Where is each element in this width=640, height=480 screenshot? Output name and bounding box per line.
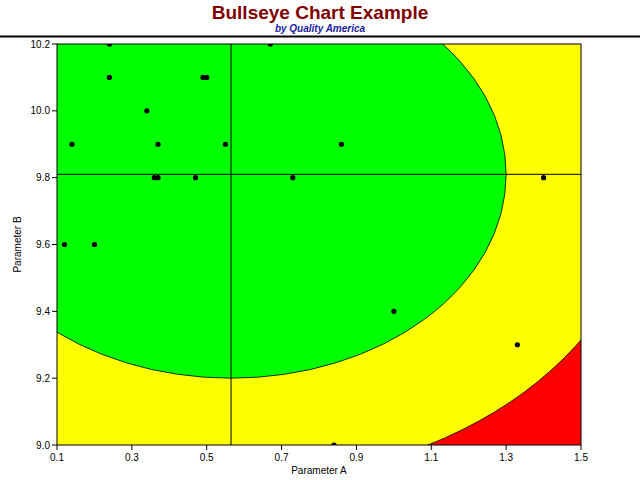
point-circle <box>92 242 97 247</box>
zone-ellipse <box>57 44 581 445</box>
x-tick-label: 0.1 <box>50 452 64 463</box>
x-tick <box>356 445 357 450</box>
x-tick-label: 0.9 <box>349 452 363 463</box>
point-circle <box>155 142 160 147</box>
point-circle <box>204 75 209 80</box>
x-tick <box>281 445 282 450</box>
y-tick-label: 9.8 <box>36 172 50 183</box>
point-circle <box>290 175 295 180</box>
x-tick-label: 0.3 <box>125 452 139 463</box>
point-circle <box>223 142 228 147</box>
subtitle: by Quality America <box>275 23 366 34</box>
y-tick <box>52 445 57 446</box>
point-circle <box>155 175 160 180</box>
point-circle <box>339 142 344 147</box>
plot-area <box>57 44 581 445</box>
y-tick-label: 9.2 <box>36 373 50 384</box>
header-rule <box>0 36 640 38</box>
x-tick-label: 1.5 <box>574 452 588 463</box>
x-tick-label: 0.7 <box>275 452 289 463</box>
y-tick <box>52 44 57 45</box>
point-circle <box>193 175 198 180</box>
zone-ellipse <box>57 44 506 378</box>
y-tick <box>52 110 57 111</box>
point-circle <box>62 242 67 247</box>
x-tick <box>431 445 432 450</box>
y-tick <box>52 311 57 312</box>
y-tick-label: 10.0 <box>31 105 51 116</box>
y-tick-label: 9.6 <box>36 239 50 250</box>
x-tick-label: 1.1 <box>424 452 438 463</box>
x-tick-label: 0.5 <box>200 452 214 463</box>
point-circle <box>144 108 149 113</box>
target-line-x <box>231 44 232 445</box>
x-tick <box>506 445 507 450</box>
x-tick <box>581 445 582 450</box>
point-circle <box>107 75 112 80</box>
y-tick <box>52 177 57 178</box>
y-tick-label: 10.2 <box>31 39 51 50</box>
point-circle <box>69 142 74 147</box>
y-tick-label: 9.4 <box>36 306 50 317</box>
point-circle <box>515 342 520 347</box>
title: Bullseye Chart Example <box>212 2 428 23</box>
y-axis-label: Parameter B <box>12 216 23 272</box>
y-tick <box>52 378 57 379</box>
y-tick-label: 9.0 <box>36 440 50 451</box>
target-line-y <box>57 174 581 175</box>
y-tick <box>52 244 57 245</box>
point-circle <box>391 309 396 314</box>
x-tick <box>206 445 207 450</box>
x-tick <box>131 445 132 450</box>
plot-frame <box>57 44 581 445</box>
x-tick <box>57 445 58 450</box>
x-tick-label: 1.3 <box>499 452 513 463</box>
x-axis-label: Parameter A <box>291 465 347 476</box>
point-circle <box>541 175 546 180</box>
